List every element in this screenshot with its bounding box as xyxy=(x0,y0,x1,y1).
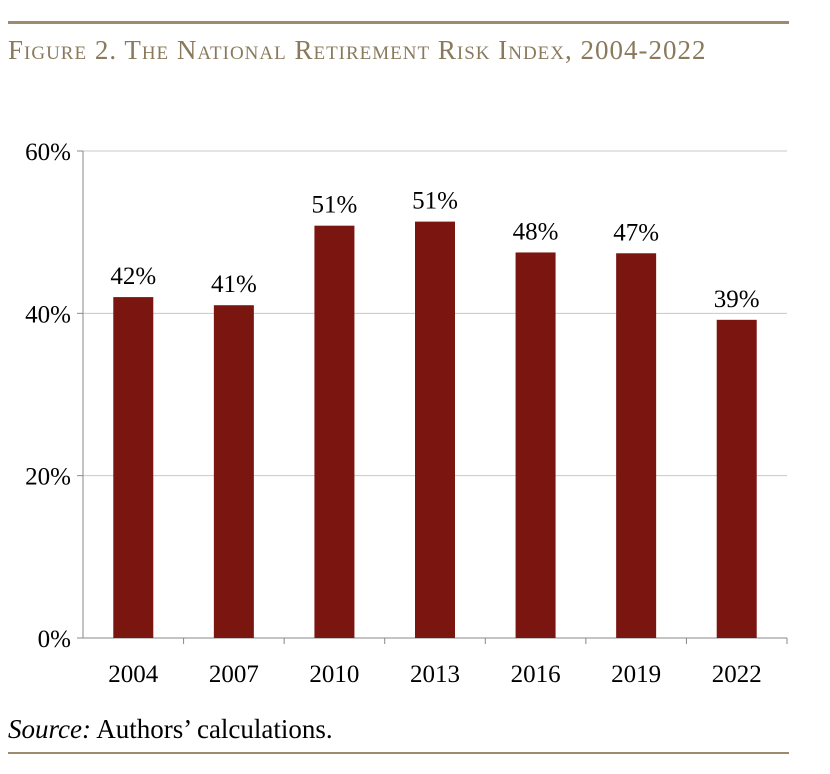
bottom-rule xyxy=(8,752,789,754)
x-tick-labels: 2004 2007 2010 2013 2016 2019 2022 xyxy=(108,661,761,688)
y-tick-label: 60% xyxy=(25,139,71,166)
x-tick-label: 2022 xyxy=(712,661,762,688)
source-text: Authors’ calculations. xyxy=(90,714,333,744)
x-tick-label: 2004 xyxy=(108,661,159,688)
y-tick-label: 40% xyxy=(25,301,71,328)
data-label-2019: 47% xyxy=(613,219,659,246)
source-label: Source: xyxy=(8,714,91,744)
bar-2004 xyxy=(113,297,154,638)
x-tick-label: 2019 xyxy=(611,661,661,688)
x-tick-label: 2013 xyxy=(410,661,460,688)
bar-2016 xyxy=(515,252,556,639)
bar-2007 xyxy=(213,305,254,638)
y-tick-label: 20% xyxy=(25,464,71,491)
bar-2019 xyxy=(616,253,657,638)
x-tick-label: 2016 xyxy=(511,661,561,688)
bars xyxy=(113,221,757,639)
bar-2010 xyxy=(314,225,355,638)
data-label-2013: 51% xyxy=(412,188,458,215)
bar-2013 xyxy=(415,221,455,639)
x-tick-label: 2007 xyxy=(209,661,259,688)
x-tick-label: 2010 xyxy=(309,661,359,688)
data-label-2010: 51% xyxy=(312,192,358,219)
data-label-2016: 48% xyxy=(513,218,559,245)
data-label-2007: 41% xyxy=(211,271,257,298)
figure-title: Figure 2. The National Retirement Risk I… xyxy=(8,35,707,65)
y-tick-labels: 0% 20% 40% 60% xyxy=(25,139,71,653)
y-tick-label: 0% xyxy=(38,626,71,653)
data-label-2022: 39% xyxy=(714,286,760,313)
data-label-2004: 42% xyxy=(110,263,156,290)
source-note: Source: Authors’ calculations. xyxy=(8,714,333,745)
bar-2022 xyxy=(716,319,757,638)
data-labels: 42% 41% 51% 51% 48% 47% 39% xyxy=(110,188,759,313)
top-rule xyxy=(8,21,789,24)
